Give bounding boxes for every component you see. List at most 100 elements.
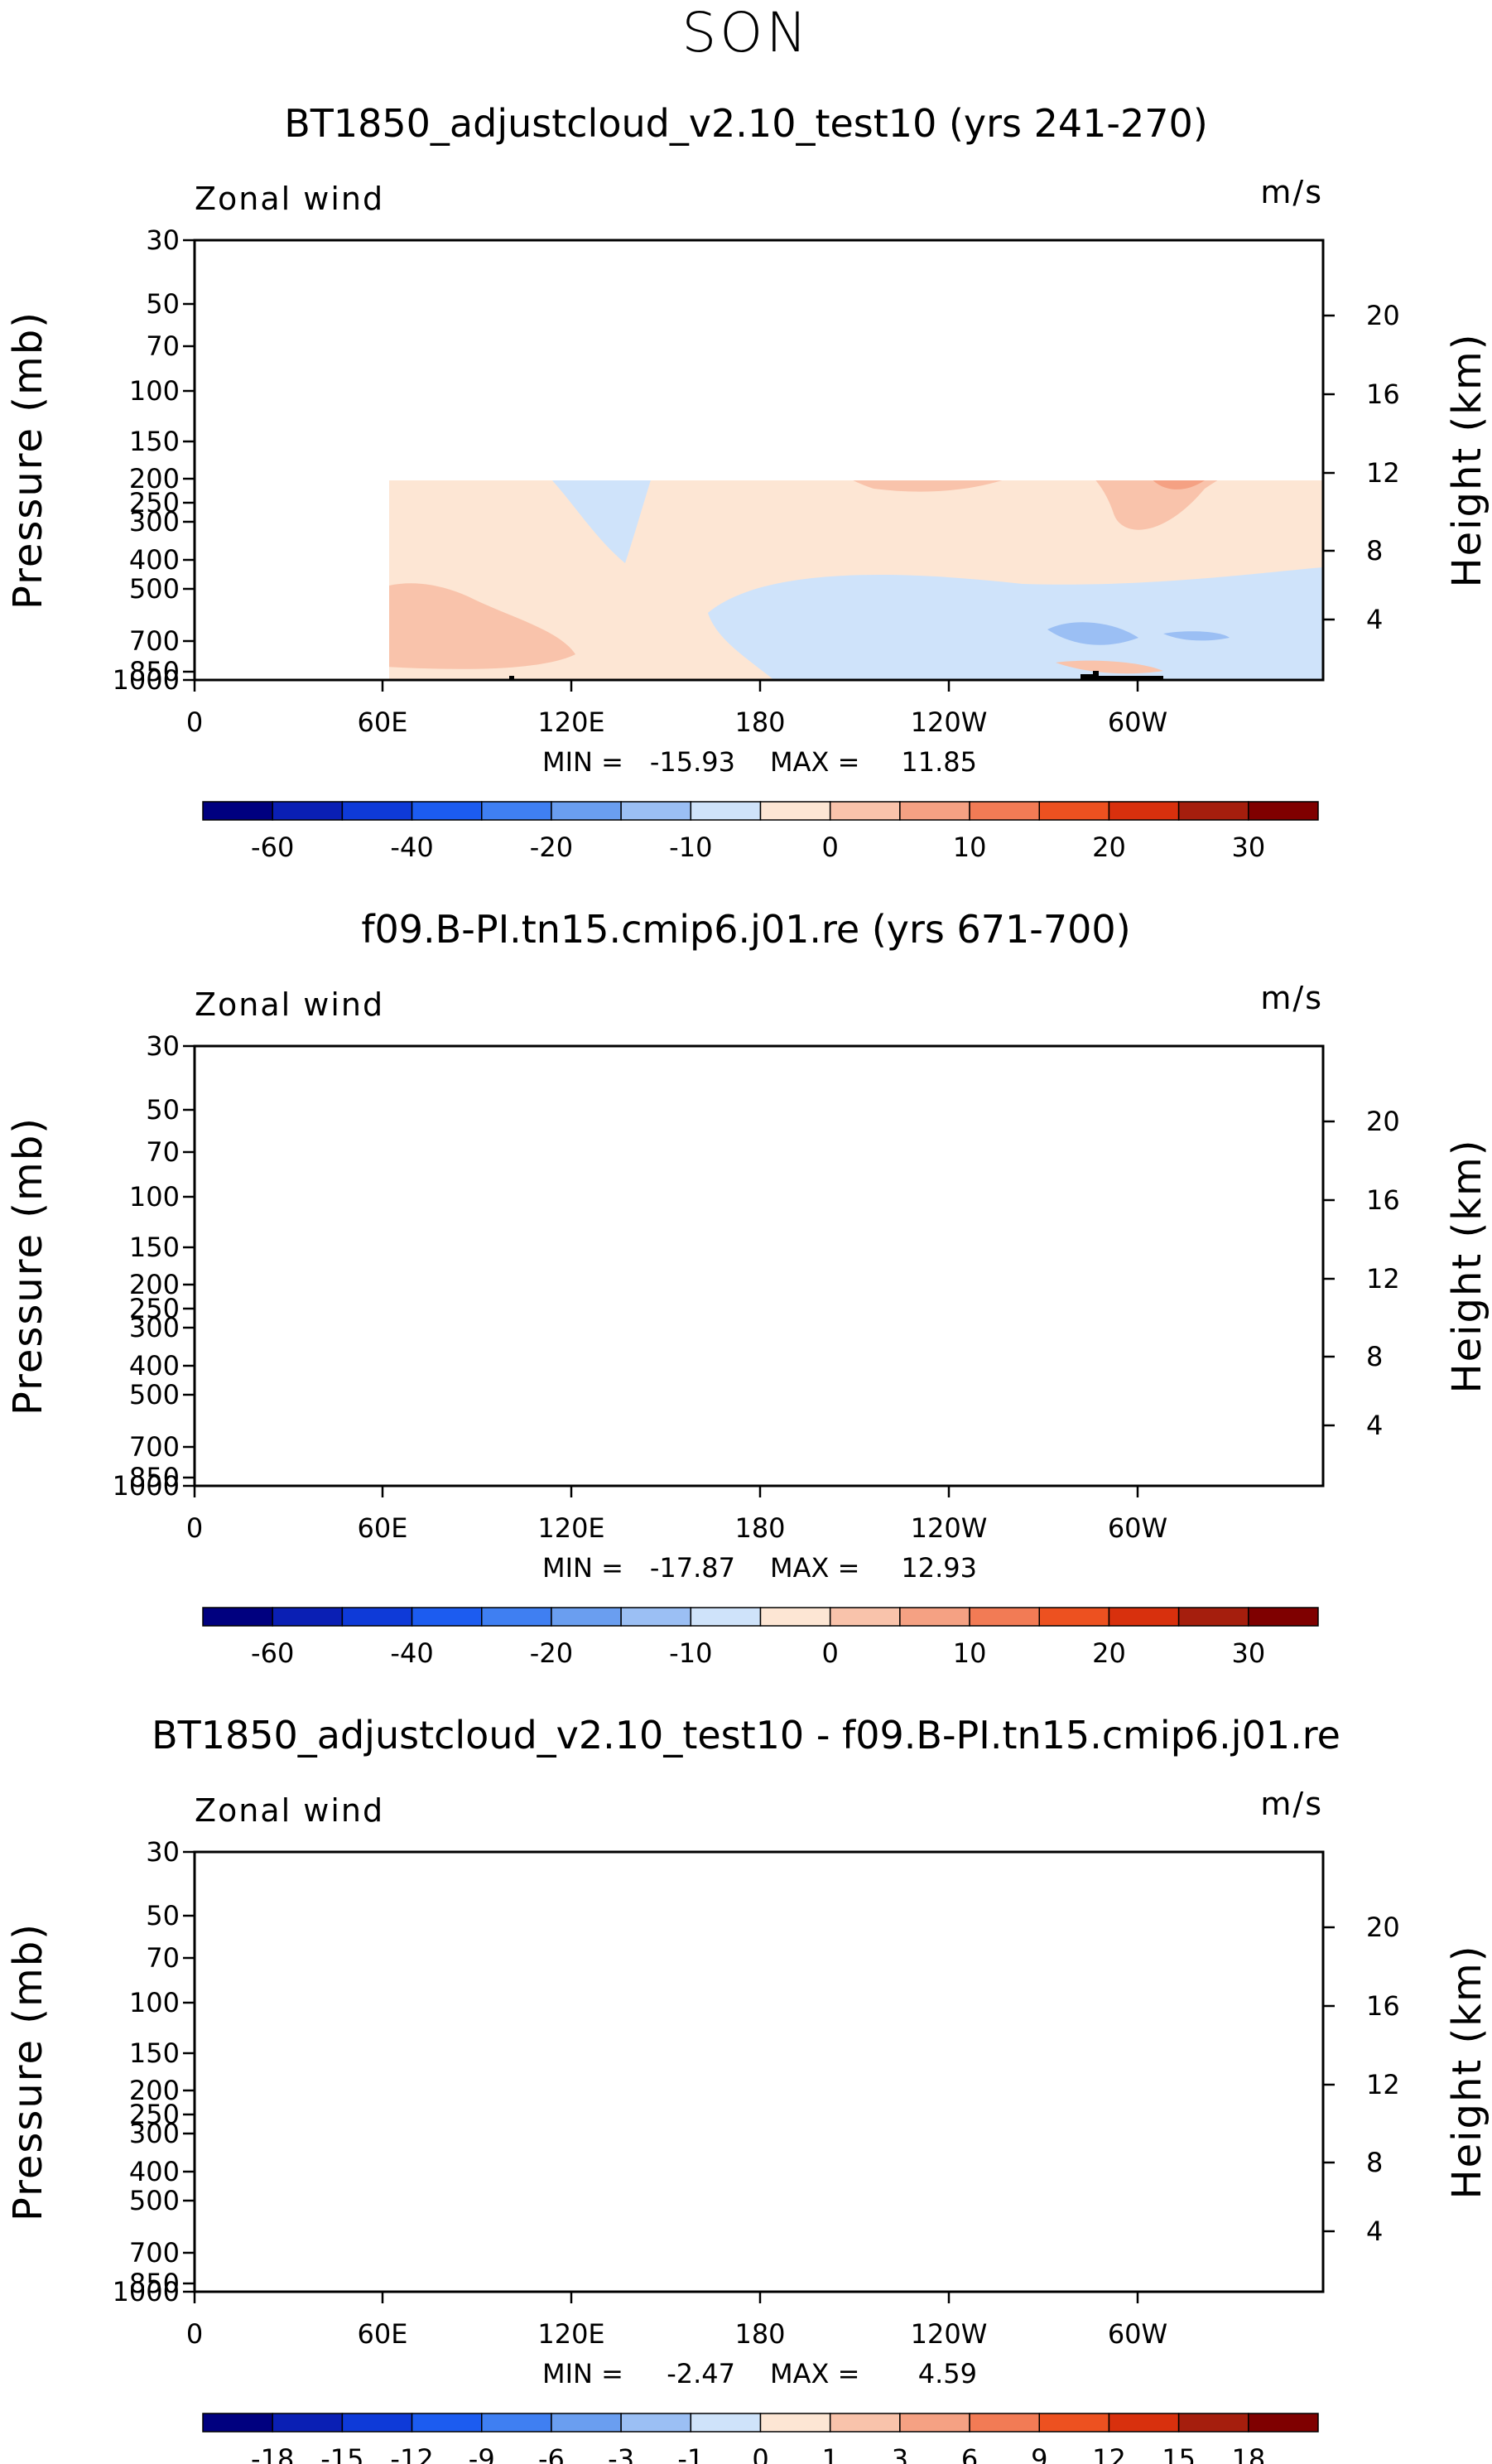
y-tick-label: 100: [129, 1987, 180, 2018]
contour-region: [807, 1122, 1323, 1328]
height-tick-label: 12: [1366, 1263, 1400, 1295]
units-label: m/s: [1260, 980, 1323, 1016]
plot-frame: [193, 1044, 1325, 1488]
colorbar-swatch: [411, 801, 483, 821]
y-axis-title: Pressure (mb): [5, 311, 51, 610]
y-tick-label: 30: [146, 1836, 180, 1868]
topography: [228, 2274, 323, 2292]
colorbar-label: 0: [822, 832, 839, 863]
contour-region: [878, 1946, 1323, 2236]
y-tick-label: 200: [129, 1269, 180, 1300]
y-tick-label: 150: [129, 426, 180, 457]
colorbar-label: -40: [390, 832, 433, 863]
x-tick-label: 60E: [358, 706, 408, 738]
x-tick-label: 60E: [358, 2318, 408, 2350]
contour-region: [319, 2061, 355, 2085]
x-tick-label: 120E: [537, 2318, 604, 2350]
colorbar-label: -60: [251, 1637, 294, 1669]
colorbar-label: -40: [390, 1637, 433, 1669]
contour-field: [195, 240, 1323, 680]
colorbar-swatch: [1038, 1607, 1110, 1627]
colorbar-swatch: [1108, 2413, 1180, 2433]
colorbar-label: 3: [892, 2443, 908, 2464]
height-tick-label: 4: [1366, 2216, 1383, 2247]
colorbar-swatch: [202, 1607, 273, 1627]
contour-region: [195, 240, 1323, 306]
season-title: SON: [681, 1, 810, 65]
contour-region: [360, 1967, 435, 2014]
min-value: -2.47: [667, 2358, 735, 2389]
contour-region: [195, 1131, 302, 1148]
contour-field: [195, 1852, 1323, 2299]
colorbar-swatch: [551, 1607, 622, 1627]
contour-region: [195, 1046, 1323, 1112]
contour-region: [853, 480, 1218, 530]
contour-region: [575, 1965, 695, 2105]
colorbar: -18 -15 -12 -9 -6 -3 -1 0 1 3 6 9 12 15 18: [202, 2413, 1319, 2464]
x-tick-label: 0: [186, 1512, 203, 1544]
min-label: MIN =: [542, 1552, 623, 1584]
y-tick-label: 250: [129, 2099, 180, 2130]
colorbar-label: 20: [1092, 1637, 1126, 1669]
contour-region: [708, 567, 1323, 680]
height-tick-label: 4: [1366, 604, 1383, 635]
colorbar-swatch: [969, 801, 1040, 821]
colorbar-label: 30: [1231, 1637, 1265, 1669]
y-tick-label: 500: [129, 573, 180, 605]
colorbar-swatch: [341, 2413, 413, 2433]
contour-region: [335, 1145, 609, 1266]
topography: [228, 663, 323, 680]
colorbar-swatch: [551, 2413, 622, 2433]
field-background: [195, 1852, 1323, 2292]
y-tick-label: 500: [129, 1379, 180, 1410]
max-value: 4.59: [918, 2358, 977, 2389]
contour-region: [1039, 1467, 1147, 1480]
colorbar-label: 18: [1231, 2443, 1265, 2464]
panel-3: BT1850_adjustcloud_v2.10_test10 - f09.B-…: [5, 1713, 1490, 2464]
max-label: MAX =: [770, 746, 859, 778]
colorbar-swatch: [202, 2413, 273, 2433]
colorbar-swatch: [411, 2413, 483, 2433]
min-value: -17.87: [650, 1552, 735, 1584]
max-label: MAX =: [770, 1552, 859, 1584]
colorbar-swatch: [272, 801, 344, 821]
colorbar-swatch: [1108, 1607, 1180, 1627]
panels: BT1850_adjustcloud_v2.10_test10 (yrs 241…: [5, 101, 1490, 2464]
contour-region: [1153, 480, 1205, 489]
variable-label: Zonal wind: [195, 1792, 384, 1829]
contour-region: [1064, 2034, 1191, 2159]
colorbar-label: -10: [669, 832, 712, 863]
height-tick-label: 12: [1366, 457, 1400, 489]
height-tick-label: 8: [1366, 535, 1383, 567]
colorbar-swatch: [620, 2413, 692, 2433]
colorbar-swatch: [759, 1607, 831, 1627]
x-tick-label: 0: [186, 706, 203, 738]
contour-region: [195, 1852, 1323, 1956]
colorbar-label: -15: [320, 2443, 363, 2464]
contour-region: [244, 2043, 302, 2064]
x-tick-label: 120W: [911, 1512, 988, 1544]
y-axis-right-title: Height (km): [1444, 333, 1490, 588]
colorbar-label: 0: [822, 1637, 839, 1669]
colorbar-label: -12: [390, 2443, 433, 2464]
contour-region: [393, 434, 509, 446]
y-tick-label: 100: [129, 1181, 180, 1213]
x-tick-label: 60E: [358, 1512, 408, 1544]
y-tick-label: 150: [129, 1232, 180, 1263]
contour-region: [195, 649, 253, 658]
y-tick-label: 100: [129, 375, 180, 407]
y-tick-label: 500: [129, 2185, 180, 2216]
colorbar-swatch: [899, 2413, 970, 2433]
colorbar-label: 12: [1092, 2443, 1126, 2464]
y-tick-label: 850: [129, 1462, 180, 1493]
colorbar-swatch: [551, 801, 622, 821]
colorbar-label: -1: [677, 2443, 704, 2464]
colorbar-swatch: [829, 801, 901, 821]
colorbar-swatch: [620, 801, 692, 821]
min-value: -15.93: [650, 746, 735, 778]
contour-region: [195, 381, 210, 456]
colorbar-swatch: [829, 1607, 901, 1627]
height-tick-label: 8: [1366, 2147, 1383, 2178]
colorbar-swatch: [341, 801, 413, 821]
contour-region: [389, 583, 575, 669]
